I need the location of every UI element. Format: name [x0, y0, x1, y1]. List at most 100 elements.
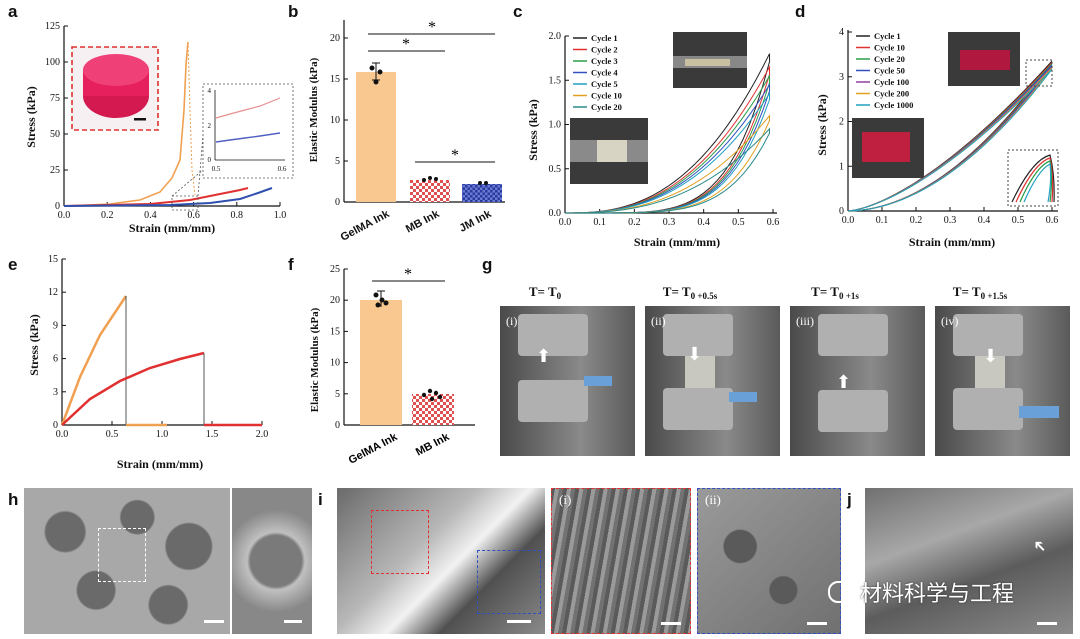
xtick-e: 0.5	[106, 429, 119, 440]
category-label: MB Ink	[414, 431, 452, 459]
xtick-e: 0.0	[56, 429, 69, 440]
chart-f: Elastic Modulus (kPa) 0 5 10 15 20 25 * GelMA…	[309, 264, 475, 467]
frame-label: (i)	[506, 314, 518, 328]
ytick-d: 2	[839, 117, 844, 128]
sig-star: *	[451, 147, 459, 164]
xtick-a: 0.6	[187, 210, 200, 221]
inset-ytick: 2	[208, 122, 212, 130]
chart-d-ylabel: Stress (kPa)	[815, 94, 829, 155]
ytick-e: 0	[53, 420, 58, 431]
ytick-b: 5	[335, 156, 340, 167]
xtick-d: 0.5	[1012, 215, 1025, 226]
ytick-a: 25	[50, 165, 60, 176]
xtick-c: 0.5	[732, 217, 745, 228]
sem-h-zoom	[232, 488, 312, 634]
chart-a-ylabel: Stress (kPa)	[24, 86, 38, 147]
chart-c-ylabel: Stress (kPa)	[526, 99, 540, 160]
panel-label-a: a	[8, 2, 18, 21]
ytick-c: 0.5	[549, 164, 562, 175]
arrow-down-icon: ⬇	[983, 346, 999, 366]
xtick-c: 0.4	[697, 217, 710, 228]
svg-text:T= T0: T= T0	[529, 284, 562, 301]
svg-text:T= T0 +0.5s: T= T0 +0.5s	[663, 284, 718, 301]
panel-g-captions: T= T0 T= T0 +0.5s T= T0 +1s T= T0 +1.5s	[529, 284, 1008, 301]
ytick-e: 9	[53, 320, 58, 331]
xtick-c: 0.3	[663, 217, 676, 228]
ytick-a: 50	[50, 129, 60, 140]
chart-b-ylabel: Elastic Modulus (kPa)	[308, 57, 320, 162]
xtick-d: 0.4	[978, 215, 991, 226]
panel-label-e: e	[8, 255, 18, 274]
ytick-e: 6	[53, 354, 58, 365]
legend-entry: Cycle 1000	[874, 100, 913, 110]
inset-ytick: 4	[208, 87, 212, 95]
xtick-c: 0.6	[767, 217, 780, 228]
legend-entry: Cycle 5	[591, 79, 618, 89]
xtick-d: 0.6	[1046, 215, 1059, 226]
chart-d: Stress (kPa) Strain (mm/mm) 0 1 2 3 4 0.0 0.1 0…	[815, 27, 1059, 249]
xtick-d: 0.2	[910, 215, 923, 226]
bar-gelma	[356, 72, 396, 202]
ytick-f: 0	[335, 420, 340, 431]
ytick-c: 1.0	[549, 120, 562, 131]
category-label: GelMA Ink	[347, 431, 401, 467]
panel-label-c: c	[513, 2, 523, 21]
bar-jm	[462, 184, 502, 202]
category-label: JM Ink	[458, 208, 495, 235]
arrow-pointer-icon: ➔	[1029, 534, 1051, 557]
xtick-a: 0.8	[231, 210, 244, 221]
category-label: MB Ink	[404, 208, 442, 236]
ytick-a: 100	[45, 57, 60, 68]
sem-j: ➔	[865, 488, 1073, 634]
legend-entry: Cycle 200	[874, 89, 909, 99]
panel-label-f: f	[288, 255, 294, 274]
bar-mb	[410, 180, 450, 202]
ytick-f: 15	[330, 326, 340, 337]
ytick-d: 4	[839, 27, 844, 38]
legend-entry: Cycle 20	[591, 102, 622, 112]
chart-a-blue-curve	[63, 187, 273, 207]
ytick-f: 20	[330, 295, 340, 306]
tensile-frame-iv: (iv) ⬇	[935, 306, 1070, 456]
panel-label-i: i	[318, 490, 323, 509]
arrow-up-icon: ⬆	[536, 346, 552, 366]
sem-i-main	[337, 488, 545, 634]
ytick-c: 0.0	[549, 208, 562, 219]
legend-entry: Cycle 1	[591, 33, 618, 43]
chart-e-orange-curve	[60, 295, 128, 426]
chart-e: Stress (kPa) Strain (mm/mm) 0 3 6 9 12 15 0.0 0…	[27, 254, 268, 471]
ytick-a: 0	[55, 201, 60, 212]
bar-f-gelma	[360, 300, 402, 425]
xtick-e: 1.5	[206, 429, 219, 440]
frame-label: (iii)	[796, 314, 814, 328]
xtick-d: 0.1	[876, 215, 889, 226]
inset-xtick: 0.6	[278, 165, 287, 173]
chart-a-xlabel: Strain (mm/mm)	[129, 221, 215, 235]
panel-label-g: g	[482, 255, 493, 274]
chart-c-xlabel: Strain (mm/mm)	[634, 235, 720, 249]
sig-star: *	[402, 36, 410, 53]
ytick-b: 10	[330, 115, 340, 126]
ytick-f: 10	[330, 358, 340, 369]
chart-f-ylabel: Elastic Modulus (kPa)	[309, 307, 321, 412]
legend-entry: Cycle 100	[874, 77, 909, 87]
legend-entry: Cycle 2	[591, 45, 618, 55]
sig-star: *	[404, 266, 412, 283]
ytick-c: 2.0	[549, 31, 562, 42]
chart-c: Stress (kPa) Strain (mm/mm) 0.0 0.5 1.0 1.5…	[526, 31, 780, 249]
chart-a: Stress (kPa) Strain (mm/mm) 0 25 50 75 100 12…	[24, 21, 294, 235]
panel-label-d: d	[795, 2, 806, 21]
chart-b: Elastic Modulus (kPa) 0 5 10 15 20 * * * Gel…	[308, 19, 505, 244]
category-label: GelMA Ink	[339, 208, 393, 244]
tensile-frame-ii: (ii) ⬇	[645, 306, 780, 456]
panel-label-h: h	[8, 490, 19, 509]
panel-label-b: b	[288, 2, 299, 21]
chart-e-xlabel: Strain (mm/mm)	[117, 457, 203, 471]
ytick-d: 1	[839, 161, 844, 172]
sem-i-zoom-red: (i)	[551, 488, 691, 634]
frame-label: (iv)	[941, 314, 959, 328]
ytick-a: 75	[50, 93, 60, 104]
legend-entry: Cycle 10	[591, 91, 622, 101]
cycle-curve	[564, 127, 771, 214]
arrow-up-icon: ⬆	[836, 372, 852, 392]
